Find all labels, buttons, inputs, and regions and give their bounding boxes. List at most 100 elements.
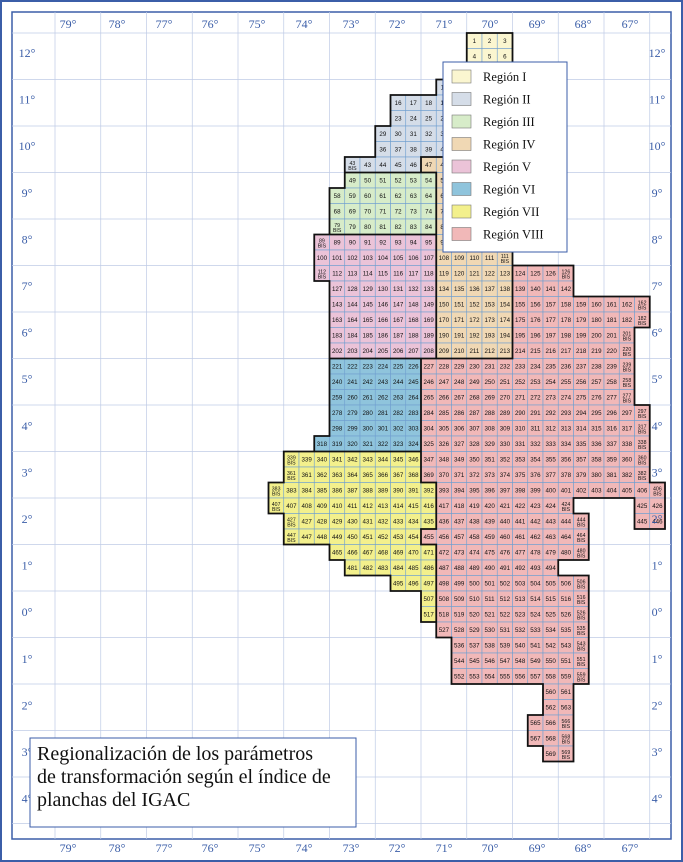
sheet-number: 481 xyxy=(347,565,358,572)
sheet-number: 280 xyxy=(362,410,373,417)
sheet-number: 179 xyxy=(576,317,587,324)
right-latitude-label: 1° xyxy=(652,559,663,573)
sheet-number: 29 xyxy=(379,131,386,138)
sheet-number: 504 xyxy=(530,580,541,587)
top-longitude-label: 78° xyxy=(109,17,126,31)
sheet-number: 192 xyxy=(469,332,480,339)
sheet-number: 266 xyxy=(439,394,450,401)
sheet-number: 338 BIS xyxy=(638,440,647,451)
sheet-number: 349 xyxy=(454,456,465,463)
sheet-number: 217 xyxy=(561,348,572,355)
sheet-number: 240 xyxy=(332,379,343,386)
sheet-number: 239 xyxy=(606,363,617,370)
sheet-number: 120 xyxy=(454,270,465,277)
sheet-number: 420 xyxy=(484,503,495,510)
bottom-longitude-label: 70° xyxy=(482,841,499,855)
sheet-number: 528 xyxy=(454,627,465,634)
sheet-number: 368 xyxy=(408,472,419,479)
sheet-number: 430 xyxy=(347,518,358,525)
sheet-number: 318 xyxy=(317,441,328,448)
sheet-number: 360 BIS xyxy=(638,455,647,466)
sheet-number: 228 xyxy=(439,363,450,370)
sheet-number: 495 xyxy=(393,580,404,587)
right-latitude-label: 1° xyxy=(652,652,663,666)
sheet-number: 111 BIS xyxy=(501,254,510,265)
sheet-number: 271 xyxy=(515,394,526,401)
sheet-number: 492 xyxy=(515,565,526,572)
sheet-number: 137 xyxy=(484,286,495,293)
sheet-number: 323 xyxy=(393,441,404,448)
sheet-number: 516 xyxy=(561,596,572,603)
sheet-number: 219 xyxy=(591,348,602,355)
sheet-number: 180 xyxy=(591,317,602,324)
sheet-number: 326 xyxy=(439,441,450,448)
sheet-number: 158 xyxy=(561,301,572,308)
sheet-number: 375 xyxy=(515,472,526,479)
top-longitude-label: 67° xyxy=(622,17,639,31)
legend: Región I Región II Región III Región IV Regi… xyxy=(442,61,568,253)
sheet-number: 365 xyxy=(362,472,373,479)
sheet-number: 538 xyxy=(484,642,495,649)
sheet-number: 44 xyxy=(379,162,386,169)
sheet-number: 111 xyxy=(485,255,495,262)
sheet-number: 202 xyxy=(332,348,343,355)
left-latitude-label: 5° xyxy=(22,372,33,386)
sheet-number: 543 BIS xyxy=(577,641,586,652)
sheet-number: 79 BIS xyxy=(333,223,342,234)
caption: Regionalización de los parámetros de tra… xyxy=(29,737,357,828)
sheet-number: 526 xyxy=(561,611,572,618)
sheet-number: 559 BIS xyxy=(577,672,586,683)
sheet-number: 342 xyxy=(347,456,358,463)
sheet-number: 512 xyxy=(500,596,511,603)
sheet-number: 406 BIS xyxy=(653,486,662,497)
left-latitude-label: 2° xyxy=(22,512,33,526)
sheet-number: 60 xyxy=(364,193,371,200)
legend-swatch xyxy=(451,159,472,174)
sheet-number: 383 BIS xyxy=(272,486,281,497)
sheet-number: 519 xyxy=(454,611,465,618)
sheet-number: 380 xyxy=(591,472,602,479)
sheet-number: 64 xyxy=(425,193,432,200)
sheet-number: 527 xyxy=(439,627,450,634)
sheet-number: 286 xyxy=(454,410,465,417)
sheet-number: 407 BIS xyxy=(272,502,281,513)
sheet-number: 146 xyxy=(378,301,389,308)
sheet-number: 444 BIS xyxy=(577,517,586,528)
sheet-number: 288 xyxy=(484,410,495,417)
sheet-number: 546 xyxy=(484,658,495,665)
sheet-number: 549 xyxy=(530,658,541,665)
sheet-number: 190 xyxy=(439,332,450,339)
sheet-number: 565 xyxy=(530,720,541,727)
sheet-number: 277 xyxy=(606,394,617,401)
right-latitude-label: 8° xyxy=(652,232,663,246)
sheet-number: 502 xyxy=(500,580,511,587)
sheet-number: 23 xyxy=(395,115,402,122)
sheet-number: 275 xyxy=(576,394,587,401)
sheet-number: 306 xyxy=(454,425,465,432)
sheet-number: 154 xyxy=(500,301,511,308)
sheet-number: 45 xyxy=(395,162,402,169)
sheet-number: 464 xyxy=(561,534,572,541)
caption-line-1: Regionalización de los parámetros xyxy=(37,743,313,765)
caption-box xyxy=(29,737,357,828)
sheet-number: 353 xyxy=(515,456,526,463)
sheet-number: 536 xyxy=(454,642,465,649)
sheet-number: 343 xyxy=(362,456,373,463)
sheet-number: 39 xyxy=(425,146,432,153)
sheet-number: 568 BIS xyxy=(562,734,571,745)
sheet-number: 363 xyxy=(332,472,343,479)
sheet-number: 423 xyxy=(530,503,541,510)
sheet-number: 401 xyxy=(561,487,572,494)
sheet-number: 166 xyxy=(378,317,389,324)
sheet-number: 196 xyxy=(530,332,541,339)
sheet-number: 422 xyxy=(515,503,526,510)
right-latitude-label: 4° xyxy=(652,419,663,433)
sheet-number: 46 xyxy=(410,162,417,169)
legend-label: Región VII xyxy=(483,205,539,219)
sheet-number: 381 xyxy=(606,472,617,479)
sheet-number: 30 xyxy=(395,131,402,138)
sheet-number: 476 xyxy=(500,549,511,556)
sheet-number: 47 xyxy=(425,162,432,169)
inner-frame xyxy=(11,11,672,840)
left-latitude-label: 4° xyxy=(22,792,33,806)
